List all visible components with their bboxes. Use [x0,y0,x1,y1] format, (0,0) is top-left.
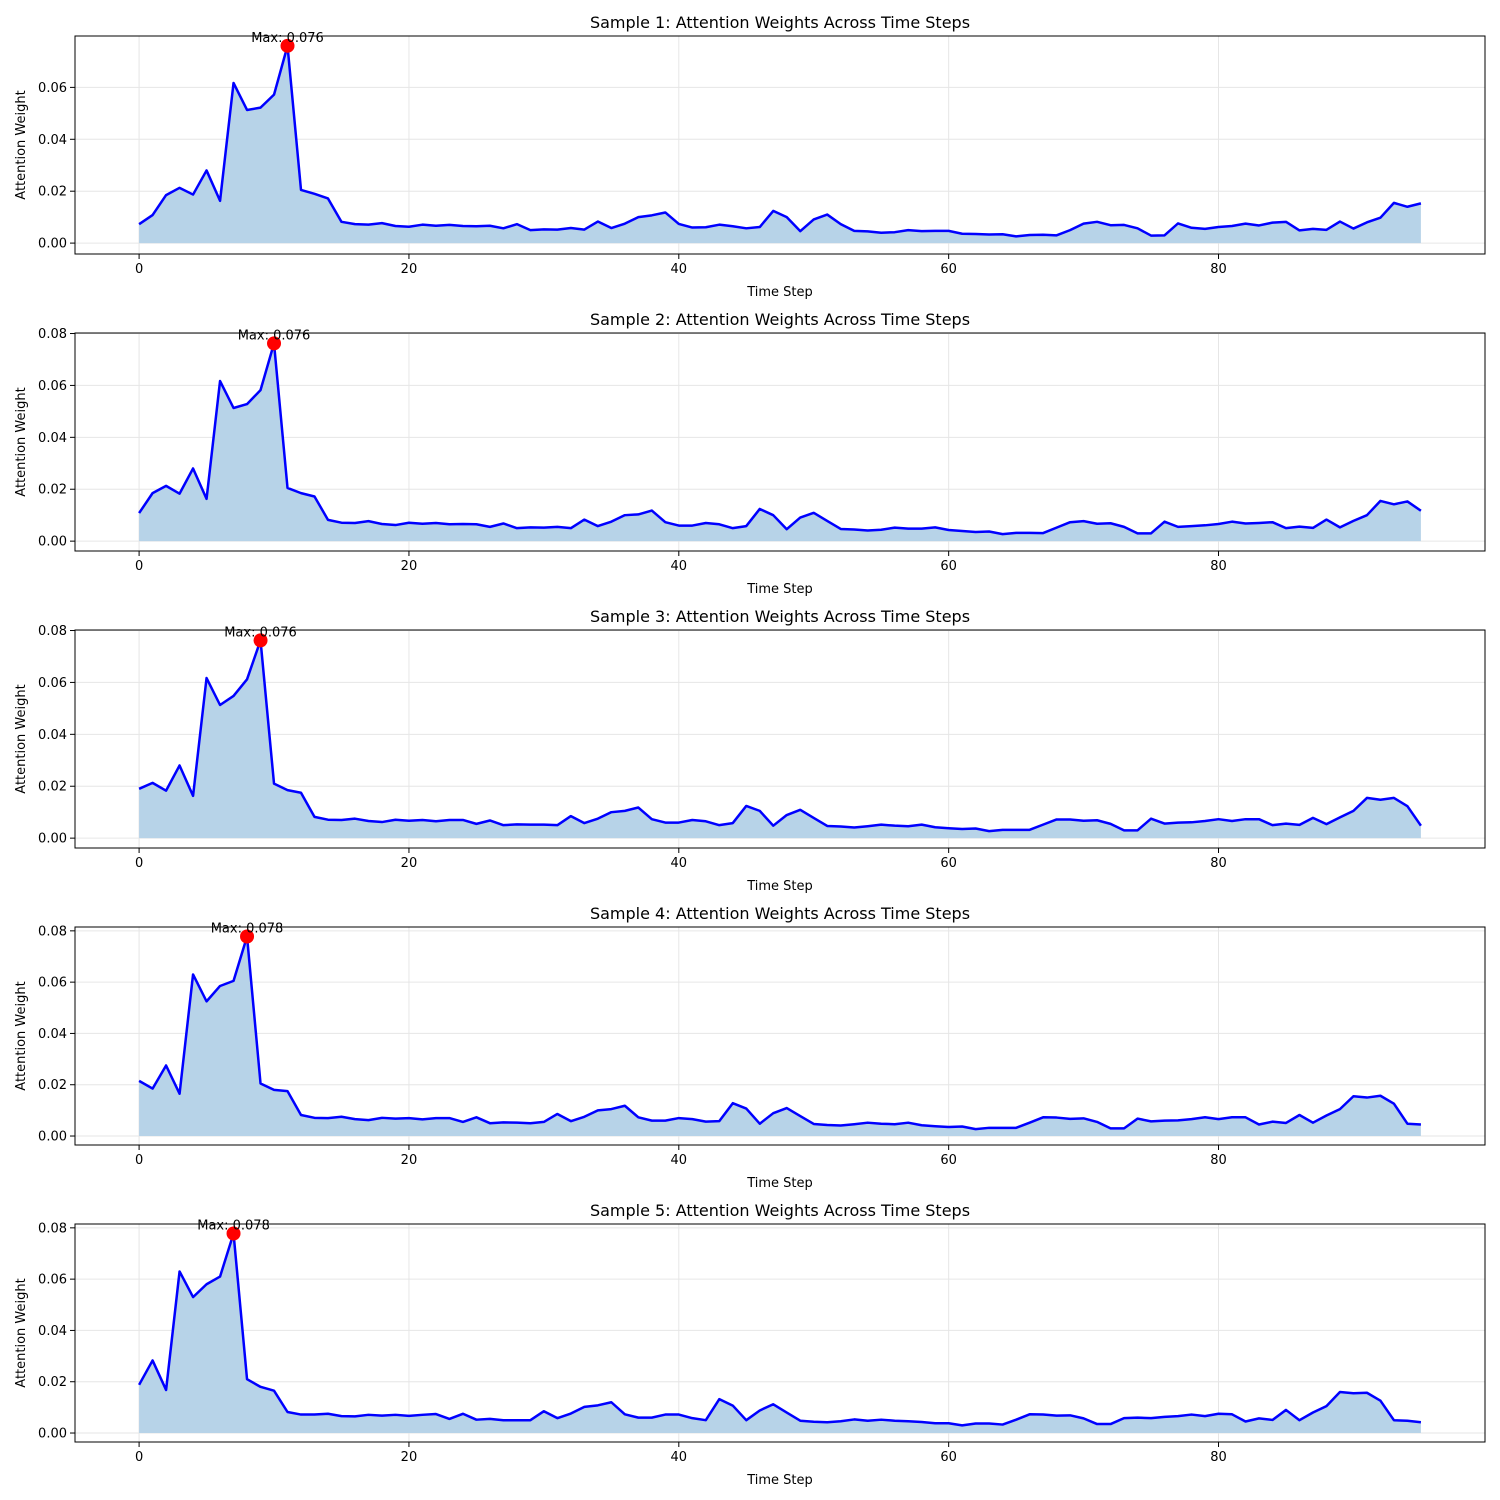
axes-frame [74,629,1486,849]
attention-line [137,1232,1422,1427]
x-tick-label: 60 [940,856,957,871]
axes-frame [74,332,1486,552]
max-annotation: Max: 0.078 [197,1218,270,1233]
subplot-1: Sample 1: Attention Weights Across Time … [14,13,1486,300]
subplot-title: Sample 5: Attention Weights Across Time … [590,1201,970,1220]
max-marker [280,38,295,53]
x-tick-label: 20 [401,262,418,277]
area-fill [139,45,1421,244]
y-tick-label: 0.06 [38,1273,67,1288]
subplot-title: Sample 1: Attention Weights Across Time … [590,13,970,32]
y-axis-label: Attention Weight [14,90,29,199]
axes-frame [74,35,1486,255]
subplot-2: Sample 2: Attention Weights Across Time … [14,310,1486,597]
y-tick-label: 0.02 [38,1375,67,1390]
max-annotation: Max: 0.076 [251,31,324,46]
y-tick-label: 0.04 [38,431,67,446]
axes-frame [74,926,1486,1146]
subplot-title: Sample 4: Attention Weights Across Time … [590,904,970,923]
x-tick-label: 0 [135,1153,143,1168]
x-tick-label: 60 [940,262,957,277]
y-tick-label: 0.00 [38,237,67,252]
y-tick-label: 0.08 [38,924,67,939]
y-tick-label: 0.04 [38,1324,67,1339]
max-marker [240,929,255,944]
y-tick-label: 0.08 [38,327,67,342]
x-tick-label: 20 [401,1153,418,1168]
y-tick-label: 0.02 [38,1078,67,1093]
y-tick-label: 0.06 [38,379,67,394]
attention-line [138,935,1421,1131]
axes-frame [74,1223,1486,1443]
subplot-title: Sample 3: Attention Weights Across Time … [590,607,970,626]
y-tick-label: 0.00 [38,1427,67,1442]
x-tick-label: 40 [671,1153,688,1168]
x-tick-label: 60 [940,1450,957,1465]
x-tick-label: 20 [401,856,418,871]
y-tick-label: 0.08 [38,624,67,639]
y-tick-label: 0.04 [38,728,67,743]
x-tick-label: 80 [1210,856,1227,871]
y-tick-label: 0.02 [38,483,67,498]
area-fill [139,343,1421,542]
y-tick-label: 0.04 [38,1027,67,1042]
x-tick-label: 60 [940,559,957,574]
y-tick-label: 0.02 [38,185,67,200]
y-axis-label: Attention Weight [14,1278,29,1387]
max-annotation: Max: 0.076 [238,328,311,343]
x-tick-label: 80 [1210,262,1227,277]
max-annotation: Max: 0.078 [211,921,284,936]
y-axis-label: Attention Weight [14,981,29,1090]
y-tick-label: 0.08 [38,1221,67,1236]
max-marker [267,336,282,351]
x-tick-label: 0 [135,262,143,277]
x-tick-label: 20 [401,1450,418,1465]
y-axis-label: Attention Weight [14,387,29,496]
x-axis-label: Time Step [746,1176,813,1191]
attention-line [138,342,1422,536]
area-fill [139,936,1421,1137]
subplot-title: Sample 2: Attention Weights Across Time … [590,310,970,329]
max-marker [226,1226,241,1241]
y-tick-label: 0.00 [38,832,67,847]
y-tick-label: 0.06 [38,676,67,691]
x-tick-label: 40 [671,559,688,574]
y-tick-label: 0.06 [38,976,67,991]
x-tick-label: 40 [671,1450,688,1465]
attention-line [138,44,1422,238]
y-tick-label: 0.02 [38,780,67,795]
subplot-5: Sample 5: Attention Weights Across Time … [14,1201,1486,1488]
subplot-4: Sample 4: Attention Weights Across Time … [14,904,1486,1191]
x-tick-label: 80 [1210,1153,1227,1168]
x-tick-label: 80 [1210,1450,1227,1465]
y-tick-label: 0.06 [38,81,67,96]
x-tick-label: 60 [940,1153,957,1168]
area-fill [139,1233,1421,1434]
x-tick-label: 40 [671,262,688,277]
x-tick-label: 0 [135,856,143,871]
x-tick-label: 80 [1210,559,1227,574]
max-annotation: Max: 0.076 [224,625,297,640]
y-tick-label: 0.00 [38,535,67,550]
x-axis-label: Time Step [746,582,813,597]
area-fill [139,640,1421,839]
y-tick-label: 0.04 [38,133,67,148]
x-tick-label: 0 [135,559,143,574]
max-marker [253,633,268,648]
x-axis-label: Time Step [746,1473,813,1488]
x-axis-label: Time Step [746,285,813,300]
x-tick-label: 40 [671,856,688,871]
attention-line [138,639,1422,833]
x-tick-label: 0 [135,1450,143,1465]
y-tick-label: 0.00 [38,1130,67,1145]
x-axis-label: Time Step [746,879,813,894]
x-tick-label: 20 [401,559,418,574]
y-axis-label: Attention Weight [14,684,29,793]
subplot-3: Sample 3: Attention Weights Across Time … [14,607,1486,894]
